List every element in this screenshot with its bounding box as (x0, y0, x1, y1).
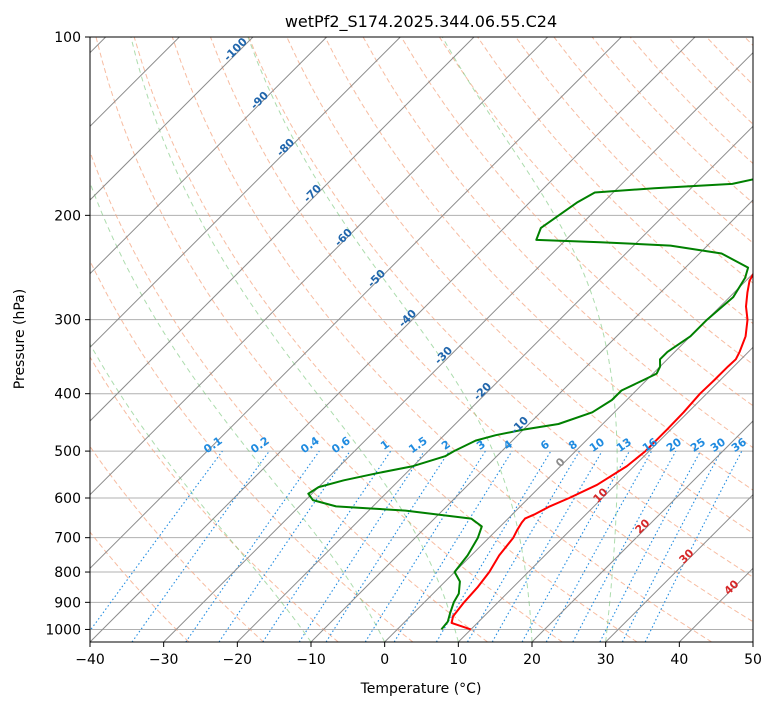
y-tick-label: 300 (54, 313, 81, 329)
y-tick-label: 600 (54, 491, 81, 507)
dry-adiabat-line (90, 356, 339, 642)
dry-adiabat-line (324, 37, 753, 491)
x-axis-label: Temperature (°C) (360, 681, 482, 697)
y-tick-label: 500 (54, 444, 81, 460)
mixing-ratio-line (185, 450, 320, 642)
moist-adiabat-line (90, 181, 386, 642)
dry-adiabat-line (171, 37, 712, 642)
moist-adiabat-line (441, 37, 618, 642)
y-tick-label: 100 (54, 30, 81, 46)
x-tick-label: −20 (223, 652, 253, 668)
mixing-ratio-line (644, 450, 743, 642)
isotherm-line (90, 37, 475, 422)
mixing-ratio-line (218, 450, 351, 642)
mixing-ratio-line (298, 450, 425, 642)
mixing-ratio-line (393, 450, 513, 642)
y-tick-label: 200 (54, 208, 81, 224)
isotherm-line (90, 37, 622, 570)
moist-adiabat-line (247, 37, 533, 642)
x-tick-label: −10 (296, 652, 326, 668)
isotherm-line (310, 199, 753, 642)
y-axis-label: Pressure (hPa) (12, 289, 28, 389)
dry-adiabat-line (438, 37, 753, 366)
sounding-series (307, 178, 753, 631)
mixing-ratio-line (521, 450, 630, 642)
moist-adiabat-line (90, 343, 312, 642)
x-tick-label: 0 (380, 652, 389, 668)
y-axis: 100 200 300 400 500 600 700 800 900 1000 (45, 30, 90, 638)
mixing-ratio-line (572, 450, 677, 642)
isotherm-line (163, 51, 753, 642)
isotherm-line (90, 37, 549, 496)
y-tick-label: 1000 (45, 622, 81, 638)
mixing-ratio-line (325, 450, 450, 642)
x-axis: −40 −30 −20 −10 0 10 20 30 40 50 (75, 642, 762, 668)
plot-area: 0.1 0.2 0.4 0.6 1 1.5 2 3 4 6 8 10 13 16 20 25 30 36-100-… (90, 37, 753, 642)
mixing-ratio-lines (90, 450, 743, 642)
moist-adiabats (90, 37, 618, 642)
x-tick-label: 50 (744, 652, 762, 668)
dry-adiabat-line (90, 445, 264, 642)
mixing-ratio-line (262, 450, 392, 642)
isotherm-line (90, 37, 254, 201)
isotherm-line (90, 37, 328, 275)
y-tick-label: 900 (54, 595, 81, 611)
isotherm-line (531, 420, 753, 642)
mixing-ratio-line (545, 450, 653, 642)
x-tick-label: 10 (449, 652, 467, 668)
y-tick-label: 700 (54, 531, 81, 547)
y-tick-label: 800 (54, 565, 81, 581)
moist-adiabat-line (130, 37, 459, 642)
dry-adiabat-line (95, 37, 563, 642)
isotherms (90, 37, 753, 642)
isotherm-line (605, 493, 753, 642)
x-tick-label: 40 (670, 652, 688, 668)
isotherm-line (90, 37, 696, 642)
dewpoint-profile-line (307, 178, 753, 631)
dry-adiabat-line (133, 37, 638, 642)
chart-title: wetPf2_S174.2025.344.06.55.C24 (285, 12, 557, 32)
dry-adiabat-line (400, 37, 753, 407)
isotherm-line (236, 125, 753, 642)
mixing-ratio-line (131, 450, 270, 642)
isotherm-line (457, 346, 753, 642)
x-tick-label: −30 (149, 652, 179, 668)
pressure-gridlines (90, 37, 753, 630)
dry-adiabat-line (90, 150, 488, 642)
x-tick-label: −40 (75, 652, 105, 668)
y-tick-label: 400 (54, 387, 81, 403)
dry-adiabat-line (90, 531, 190, 642)
dry-adiabat-line (248, 37, 753, 578)
x-tick-label: 30 (597, 652, 615, 668)
mixing-ratio-line (90, 450, 223, 632)
temperature-profile-line (450, 272, 753, 631)
dry-adiabat-line (515, 37, 753, 284)
x-tick-label: 20 (523, 652, 541, 668)
plot-frame (89, 36, 754, 643)
dry-adiabat-line (210, 37, 753, 623)
isotherm-line (90, 37, 401, 349)
